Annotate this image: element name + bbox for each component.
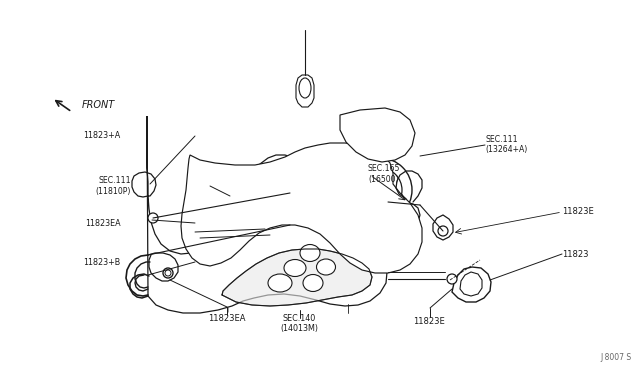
- Circle shape: [447, 274, 457, 284]
- Text: SEC.140
(14013M): SEC.140 (14013M): [280, 314, 319, 333]
- Text: SEC.165
(16500): SEC.165 (16500): [368, 164, 401, 184]
- Text: 11823E: 11823E: [413, 317, 445, 326]
- Polygon shape: [433, 215, 453, 240]
- Circle shape: [163, 268, 173, 278]
- Text: 11823+A: 11823+A: [83, 131, 120, 140]
- Ellipse shape: [284, 260, 306, 276]
- Polygon shape: [222, 249, 372, 306]
- Polygon shape: [181, 143, 422, 273]
- Polygon shape: [340, 108, 415, 162]
- Text: 11823EA: 11823EA: [84, 219, 120, 228]
- Polygon shape: [460, 272, 482, 296]
- Circle shape: [348, 158, 412, 222]
- Circle shape: [460, 271, 484, 295]
- Text: 11823EA: 11823EA: [209, 314, 246, 323]
- Circle shape: [165, 270, 171, 276]
- Circle shape: [438, 226, 448, 236]
- Circle shape: [148, 213, 158, 223]
- Text: 11823: 11823: [562, 250, 588, 259]
- Text: SEC.111
(13264+A): SEC.111 (13264+A): [485, 135, 527, 154]
- Text: FRONT: FRONT: [82, 100, 115, 110]
- Circle shape: [358, 168, 402, 212]
- Text: 11823+B: 11823+B: [83, 258, 120, 267]
- Circle shape: [436, 220, 450, 234]
- Ellipse shape: [303, 275, 323, 292]
- Ellipse shape: [317, 259, 335, 275]
- Text: 11823E: 11823E: [562, 207, 594, 216]
- Polygon shape: [147, 116, 387, 313]
- Text: J 8007 S: J 8007 S: [601, 353, 632, 362]
- Polygon shape: [452, 267, 491, 302]
- Text: SEC.111
(11810P): SEC.111 (11810P): [96, 176, 131, 196]
- Ellipse shape: [299, 78, 311, 98]
- Polygon shape: [296, 75, 314, 107]
- Polygon shape: [388, 202, 420, 229]
- Ellipse shape: [268, 274, 292, 292]
- Ellipse shape: [300, 244, 320, 262]
